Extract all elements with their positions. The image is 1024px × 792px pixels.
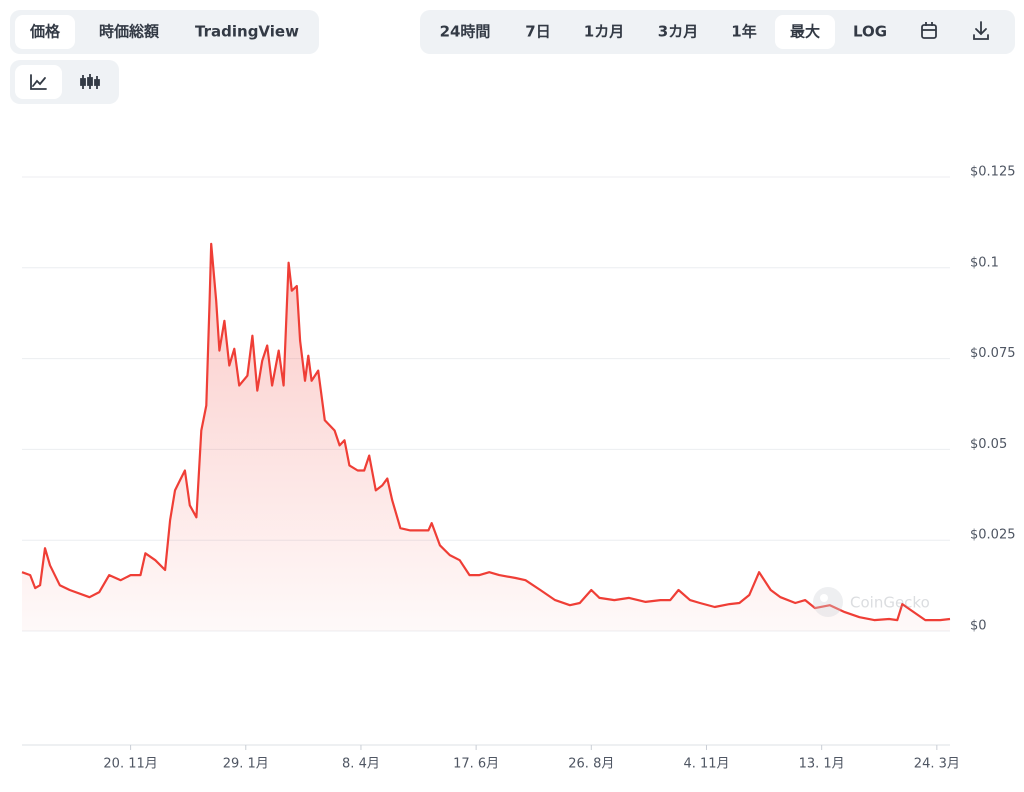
tab[interactable]: 価格 xyxy=(29,23,61,41)
tab[interactable]: TradingView xyxy=(195,23,299,41)
area-fill xyxy=(22,243,950,632)
calendar-icon[interactable] xyxy=(921,22,937,39)
watermark: CoinGecko xyxy=(813,587,930,617)
x-tick-label: 17. 6月 xyxy=(453,757,499,772)
tab-active[interactable] xyxy=(15,15,75,49)
x-tick-label: 20. 11月 xyxy=(103,757,157,772)
tab[interactable]: 時価総額 xyxy=(99,23,160,41)
price-line xyxy=(21,242,951,622)
y-tick-label: $0.1 xyxy=(970,255,999,270)
range-button[interactable]: 3カ月 xyxy=(658,23,698,41)
x-tick-label: 8. 4月 xyxy=(342,757,380,772)
y-tick-label: $0.05 xyxy=(970,437,1007,452)
log-button[interactable]: LOG xyxy=(853,23,887,41)
range-button[interactable]: 最大 xyxy=(790,23,820,41)
candle-icon[interactable] xyxy=(80,74,100,89)
line-icon[interactable] xyxy=(30,74,47,90)
x-tick-label: 29. 1月 xyxy=(223,757,269,772)
y-tick-label: $0.125 xyxy=(970,165,1016,180)
range-group xyxy=(420,10,1015,54)
y-tick-label: $0.025 xyxy=(970,528,1016,543)
x-tick-label: 13. 1月 xyxy=(799,757,845,772)
tab-group xyxy=(10,10,319,54)
x-tick-label: 24. 3月 xyxy=(914,757,960,772)
range-button[interactable]: 24時間 xyxy=(440,23,491,41)
watermark-text: CoinGecko xyxy=(850,594,930,612)
y-tick-label: $0.075 xyxy=(970,346,1016,361)
download-icon[interactable] xyxy=(973,21,989,40)
range-active[interactable] xyxy=(775,15,835,49)
range-button[interactable]: 1カ月 xyxy=(584,23,624,41)
x-tick-label: 4. 11月 xyxy=(683,757,729,772)
range-button[interactable]: 1年 xyxy=(731,23,756,41)
x-tick-label: 26. 8月 xyxy=(568,757,614,772)
range-button[interactable]: 7日 xyxy=(525,23,550,41)
y-tick-label: $0 xyxy=(970,619,987,634)
